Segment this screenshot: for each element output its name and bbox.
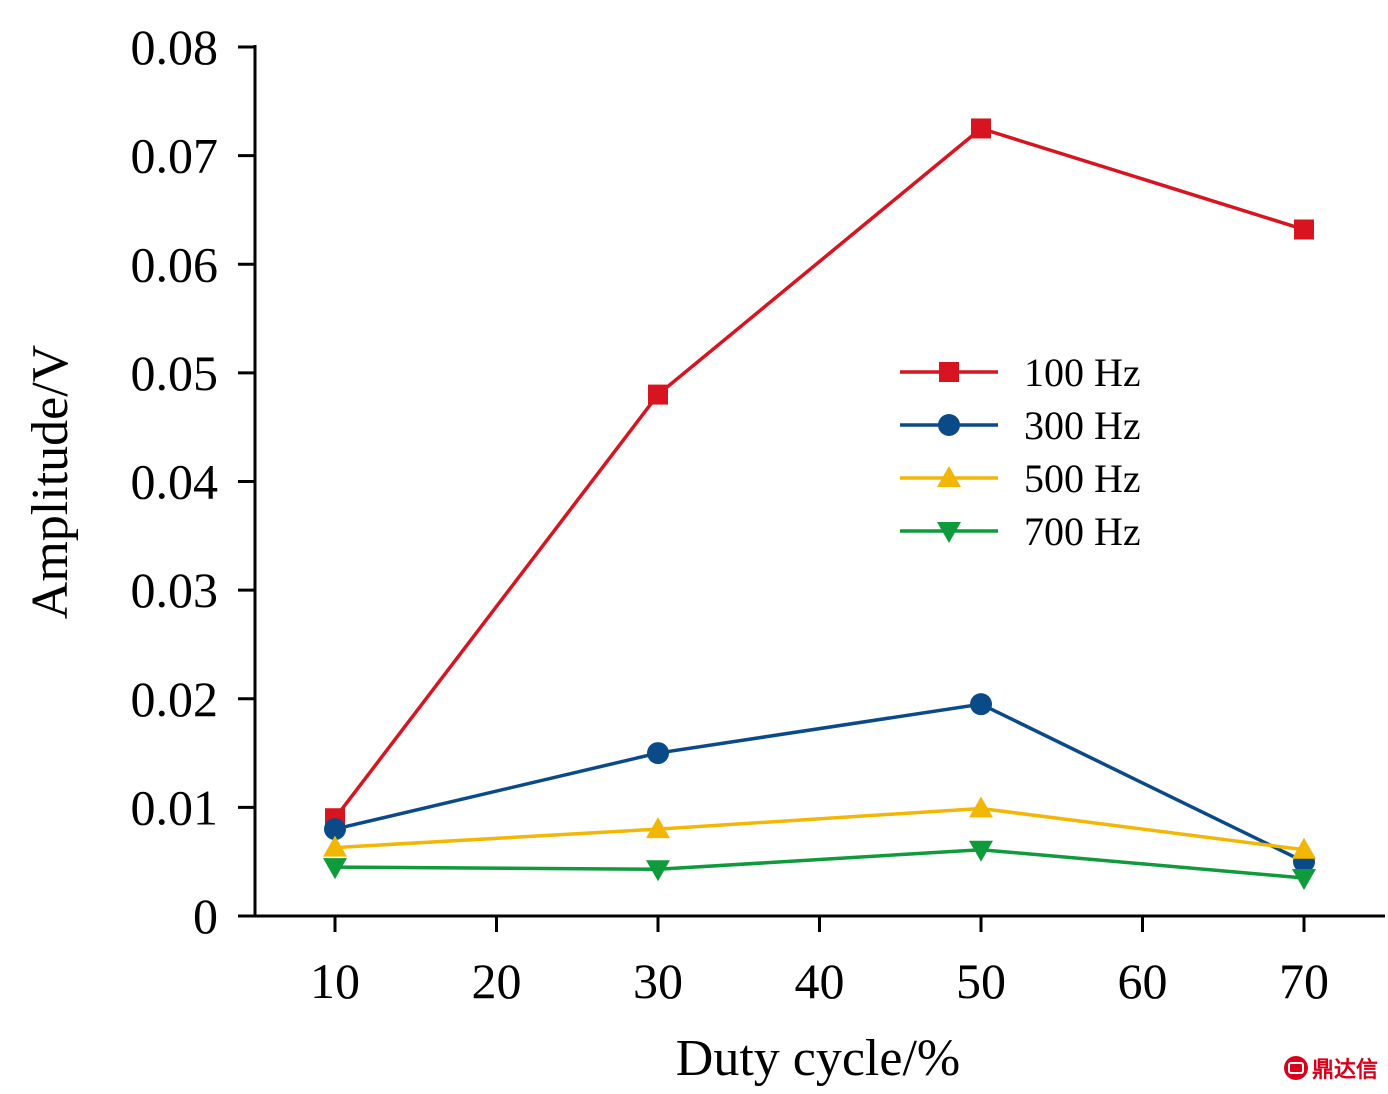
watermark: 鼎达信 — [1283, 1052, 1378, 1084]
data-point — [646, 817, 670, 839]
legend-marker — [937, 522, 961, 543]
y-tick-label: 0.01 — [131, 779, 219, 835]
x-axis-title: Duty cycle/% — [676, 1030, 960, 1087]
series-line — [333, 126, 1305, 820]
series-line — [334, 702, 1305, 864]
series-line — [334, 847, 1305, 880]
watermark-text: 鼎达信 — [1311, 1058, 1378, 1083]
x-tick-label: 70 — [1279, 953, 1329, 1009]
data-point — [969, 840, 993, 862]
x-tick-label: 50 — [956, 953, 1006, 1009]
legend-marker — [937, 466, 961, 487]
series-500hz — [323, 796, 1316, 859]
data-point — [1294, 219, 1314, 240]
legend-entry: 100 Hz — [900, 350, 1141, 395]
x-tick-label: 40 — [795, 953, 845, 1009]
legend-label: 100 Hz — [1024, 350, 1141, 395]
data-point — [324, 818, 346, 841]
legend-label: 300 Hz — [1024, 403, 1141, 448]
legend-entry: 300 Hz — [900, 403, 1141, 448]
y-tick-label: 0 — [193, 888, 218, 944]
y-tick-label: 0.02 — [131, 671, 219, 727]
data-point — [323, 858, 347, 880]
legend-label: 700 Hz — [1024, 509, 1141, 554]
x-tick-label: 10 — [310, 953, 360, 1009]
legend: 100 Hz 300 Hz 500 Hz 700 Hz — [900, 350, 1141, 554]
legend-entry: 500 Hz — [900, 456, 1141, 501]
series-300hz — [324, 693, 1315, 873]
data-point — [971, 118, 991, 139]
data-point — [970, 693, 992, 716]
data-point — [969, 796, 993, 818]
y-tick-label: 0.06 — [131, 236, 219, 292]
series-line — [334, 806, 1305, 852]
y-axis-title: Amplitude/V — [22, 345, 79, 619]
x-tick-label: 20 — [472, 953, 522, 1009]
y-tick-label: 0.07 — [131, 128, 219, 184]
x-tick-label: 60 — [1118, 953, 1168, 1009]
legend-entry: 700 Hz — [900, 509, 1141, 554]
y-tick-label: 0.05 — [131, 345, 219, 401]
data-point — [1292, 837, 1316, 859]
x-tick-label: 30 — [633, 953, 683, 1009]
y-tick-label: 0.08 — [131, 19, 219, 75]
data-point — [646, 860, 670, 882]
legend-label: 500 Hz — [1024, 456, 1141, 501]
data-point — [648, 384, 668, 405]
series-layer — [323, 118, 1316, 890]
y-tick-label: 0.03 — [131, 562, 219, 618]
series-700hz — [323, 840, 1316, 890]
series-100hz — [325, 118, 1314, 829]
axes: 0 0.01 0.02 0.03 0.04 0.05 0.06 0.07 0.08 10 20 30 4… — [131, 19, 1385, 1009]
data-point — [1292, 868, 1316, 890]
data-point — [647, 742, 669, 765]
logo-icon — [1283, 1056, 1308, 1080]
legend-marker — [939, 362, 959, 382]
data-point — [323, 835, 347, 857]
y-tick-label: 0.04 — [131, 454, 219, 510]
legend-marker — [938, 414, 960, 436]
